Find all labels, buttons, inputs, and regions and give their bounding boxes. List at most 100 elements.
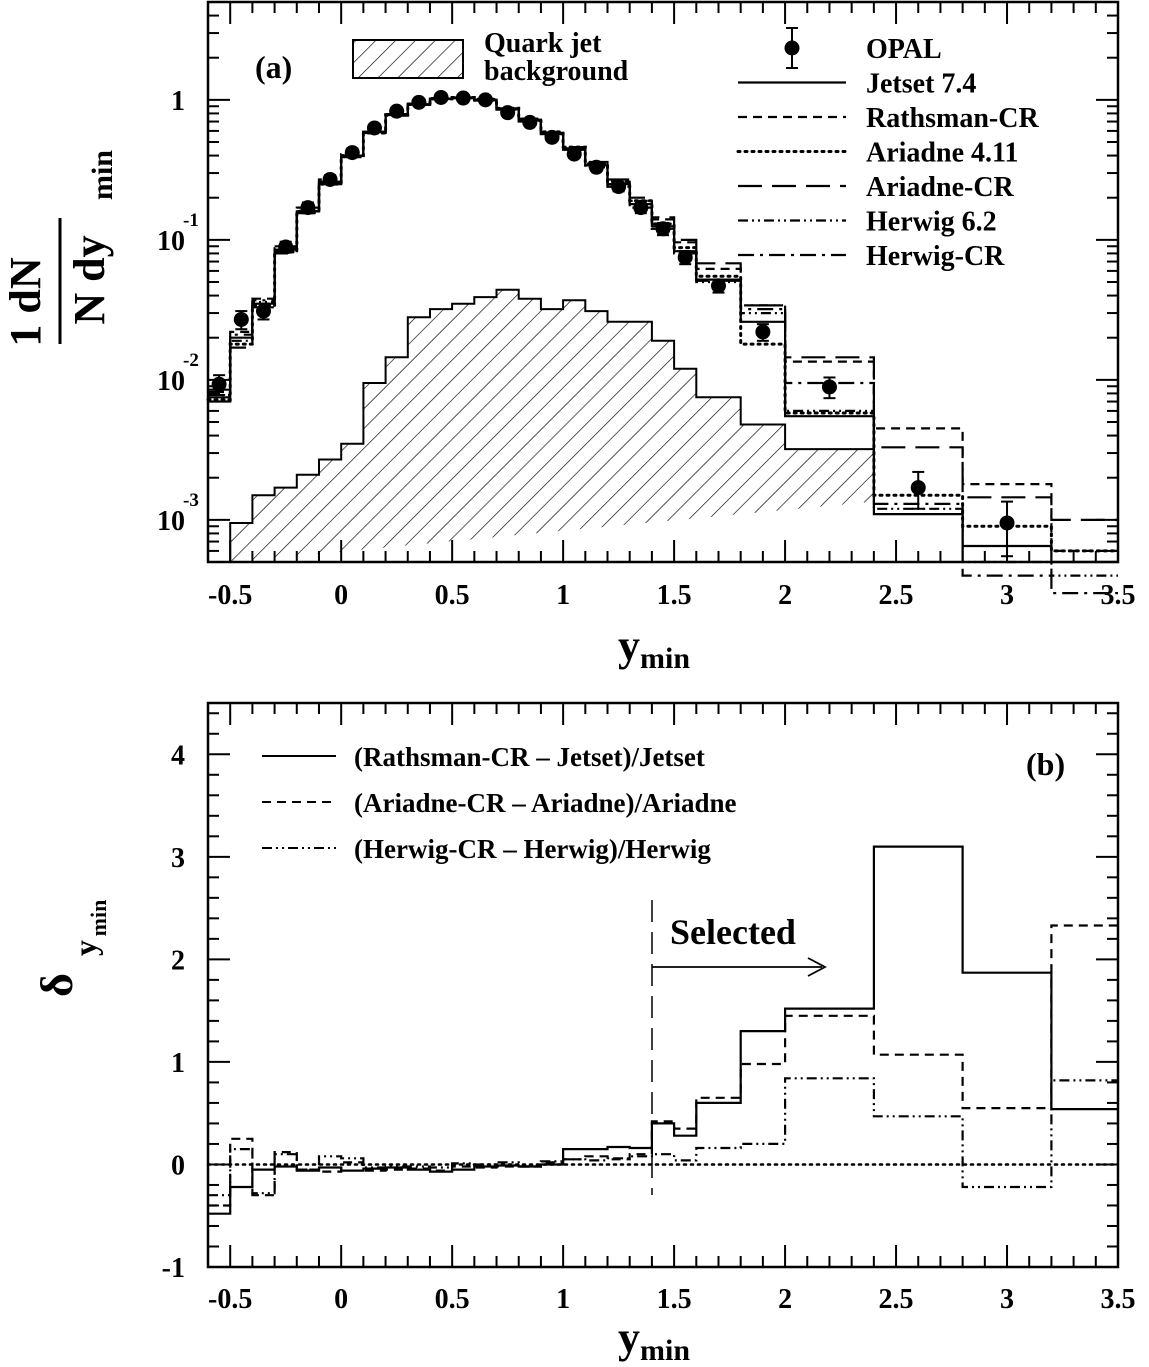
x-ticks-b: -0.5 0 0.5 1 1.5 2 2.5 3 3.5: [207, 703, 1136, 1315]
opal-data-points: [211, 89, 1015, 558]
ylabel-numerator: 1 dN: [1, 257, 50, 346]
y-tick-label: 0: [171, 1150, 185, 1181]
opal-marker: [389, 103, 405, 119]
opal-marker: [300, 200, 316, 216]
opal-marker: [477, 92, 493, 108]
x-tick-label: 3.5: [1101, 1284, 1136, 1315]
legend-label: (Rathsman-CR – Jetset)/Jetset: [354, 742, 705, 772]
x-tick-label: 3: [1000, 1284, 1014, 1315]
y-tick-exponent: -1: [183, 210, 199, 231]
selected-arrow: [652, 957, 827, 977]
legend-label: (Herwig-CR – Herwig)/Herwig: [354, 834, 711, 864]
opal-marker: [433, 89, 449, 105]
x-tick-label: 2.5: [879, 580, 914, 611]
x-tick-label: 1: [556, 580, 570, 611]
opal-marker: [278, 239, 294, 255]
opal-marker: [500, 105, 516, 121]
opal-marker: [566, 146, 582, 162]
opal-marker: [633, 200, 649, 216]
opal-point: [910, 470, 926, 510]
opal-point: [477, 92, 493, 108]
opal-point: [633, 200, 649, 216]
x-axis-title-b: y min: [618, 1313, 690, 1367]
ylabel-b-subscript: y: [67, 940, 103, 956]
x-tick-label: 0: [334, 580, 348, 611]
x-axis-title-a: y min: [618, 621, 690, 675]
x-tick-label: 1.5: [657, 580, 692, 611]
opal-point: [522, 114, 538, 130]
opal-marker: [999, 515, 1015, 531]
series-herwig-cr-herwig-herwig: [208, 1077, 1118, 1197]
legend-background-line2: background: [484, 56, 629, 87]
opal-marker: [755, 324, 771, 340]
opal-point: [588, 159, 604, 175]
xlabel-a-subscript: min: [640, 642, 690, 675]
opal-point: [544, 129, 560, 145]
opal-point: [322, 171, 338, 187]
opal-point: [344, 145, 360, 161]
opal-point: [655, 221, 671, 237]
panel-label-b: (b): [1026, 746, 1065, 782]
y-tick-exponent: -3: [183, 490, 199, 511]
plot-frame-b: [206, 701, 1120, 1269]
opal-marker: [522, 114, 538, 130]
y-tick-label: -1: [162, 1253, 185, 1284]
xlabel-b-subscript: min: [640, 1334, 690, 1367]
legend-item-herwig-6-2: Herwig 6.2: [738, 207, 997, 238]
model-curves-a: [206, 96, 1120, 595]
panel-label-a: (a): [255, 49, 292, 85]
y-tick-label: 4: [171, 740, 185, 771]
legend-item-opal: OPAL: [784, 27, 942, 69]
y-tick-exponent: -2: [183, 350, 199, 371]
x-tick-label: 1.5: [657, 1284, 692, 1315]
opal-marker: [411, 94, 427, 110]
background-histogram: [229, 288, 875, 562]
opal-point: [710, 278, 726, 294]
legend-label: Ariadne-CR: [866, 172, 1015, 203]
legend-label: Jetset 7.4: [866, 69, 976, 100]
y-tick-label: 10: [157, 366, 185, 397]
opal-point: [300, 200, 316, 216]
y-tick-label: 10: [157, 226, 185, 257]
opal-point: [366, 120, 382, 136]
opal-point: [433, 89, 449, 105]
opal-point: [255, 302, 271, 321]
legend-item-herwig-cr: Herwig-CR: [738, 241, 1005, 272]
ylabel-denominator: N dy: [65, 235, 114, 324]
y-ticks-a: 110-110-210-3: [157, 1, 1118, 563]
opal-point: [411, 94, 427, 110]
panel-b: -0.5 0 0.5 1 1.5 2 2.5 3 3.5 -1 0 1 2 3 4 (b) (Rathsm…: [31, 701, 1136, 1367]
legend-label: Herwig 6.2: [866, 207, 997, 238]
legend-label: Rathsman-CR: [866, 103, 1039, 134]
legend-item-ariadne-4-11: Ariadne 4.11: [736, 138, 1018, 169]
legend-item-herwig-cr-herwig-herwig: (Herwig-CR – Herwig)/Herwig: [262, 834, 711, 864]
y-axis-title-b: δ y min: [31, 900, 111, 997]
opal-marker: [233, 311, 249, 327]
legend-item-ariadne-cr-ariadne-ariadne: (Ariadne-CR – Ariadne)/Ariadne: [262, 788, 736, 818]
y-ticks-b: -1 0 1 2 3 4: [162, 712, 1118, 1284]
legend-background-line1: Quark jet: [484, 28, 602, 59]
model-curves-b: [206, 845, 1120, 1215]
opal-marker: [322, 171, 338, 187]
x-tick-label: 3: [1000, 580, 1014, 611]
xlabel-a: y: [618, 621, 640, 670]
x-ticks-a: -0.5 0 0.5 1 1.5 2 2.5 3 3.5: [207, 2, 1136, 611]
opal-marker: [255, 303, 271, 319]
x-tick-label: -0.5: [208, 1284, 252, 1315]
opal-point: [821, 376, 837, 400]
x-tick-label: 0.5: [435, 1284, 470, 1315]
x-tick-label: 2.5: [879, 1284, 914, 1315]
x-tick-label: -0.5: [208, 580, 252, 611]
legend-item-ariadne-cr: Ariadne-CR: [738, 172, 1015, 203]
y-tick-label: 3: [171, 843, 185, 874]
quark-jet-background: [229, 288, 875, 562]
y-axis-title-a: 1 dN N dy min: [1, 150, 119, 347]
ylabel-b: δ: [31, 973, 82, 997]
opal-point: [677, 249, 693, 266]
legend-hatch-swatch: [352, 39, 464, 79]
x-tick-label: 0.5: [435, 580, 470, 611]
series-rathsman-cr-jetset-jetset: [208, 845, 1118, 1215]
opal-marker: [710, 278, 726, 294]
